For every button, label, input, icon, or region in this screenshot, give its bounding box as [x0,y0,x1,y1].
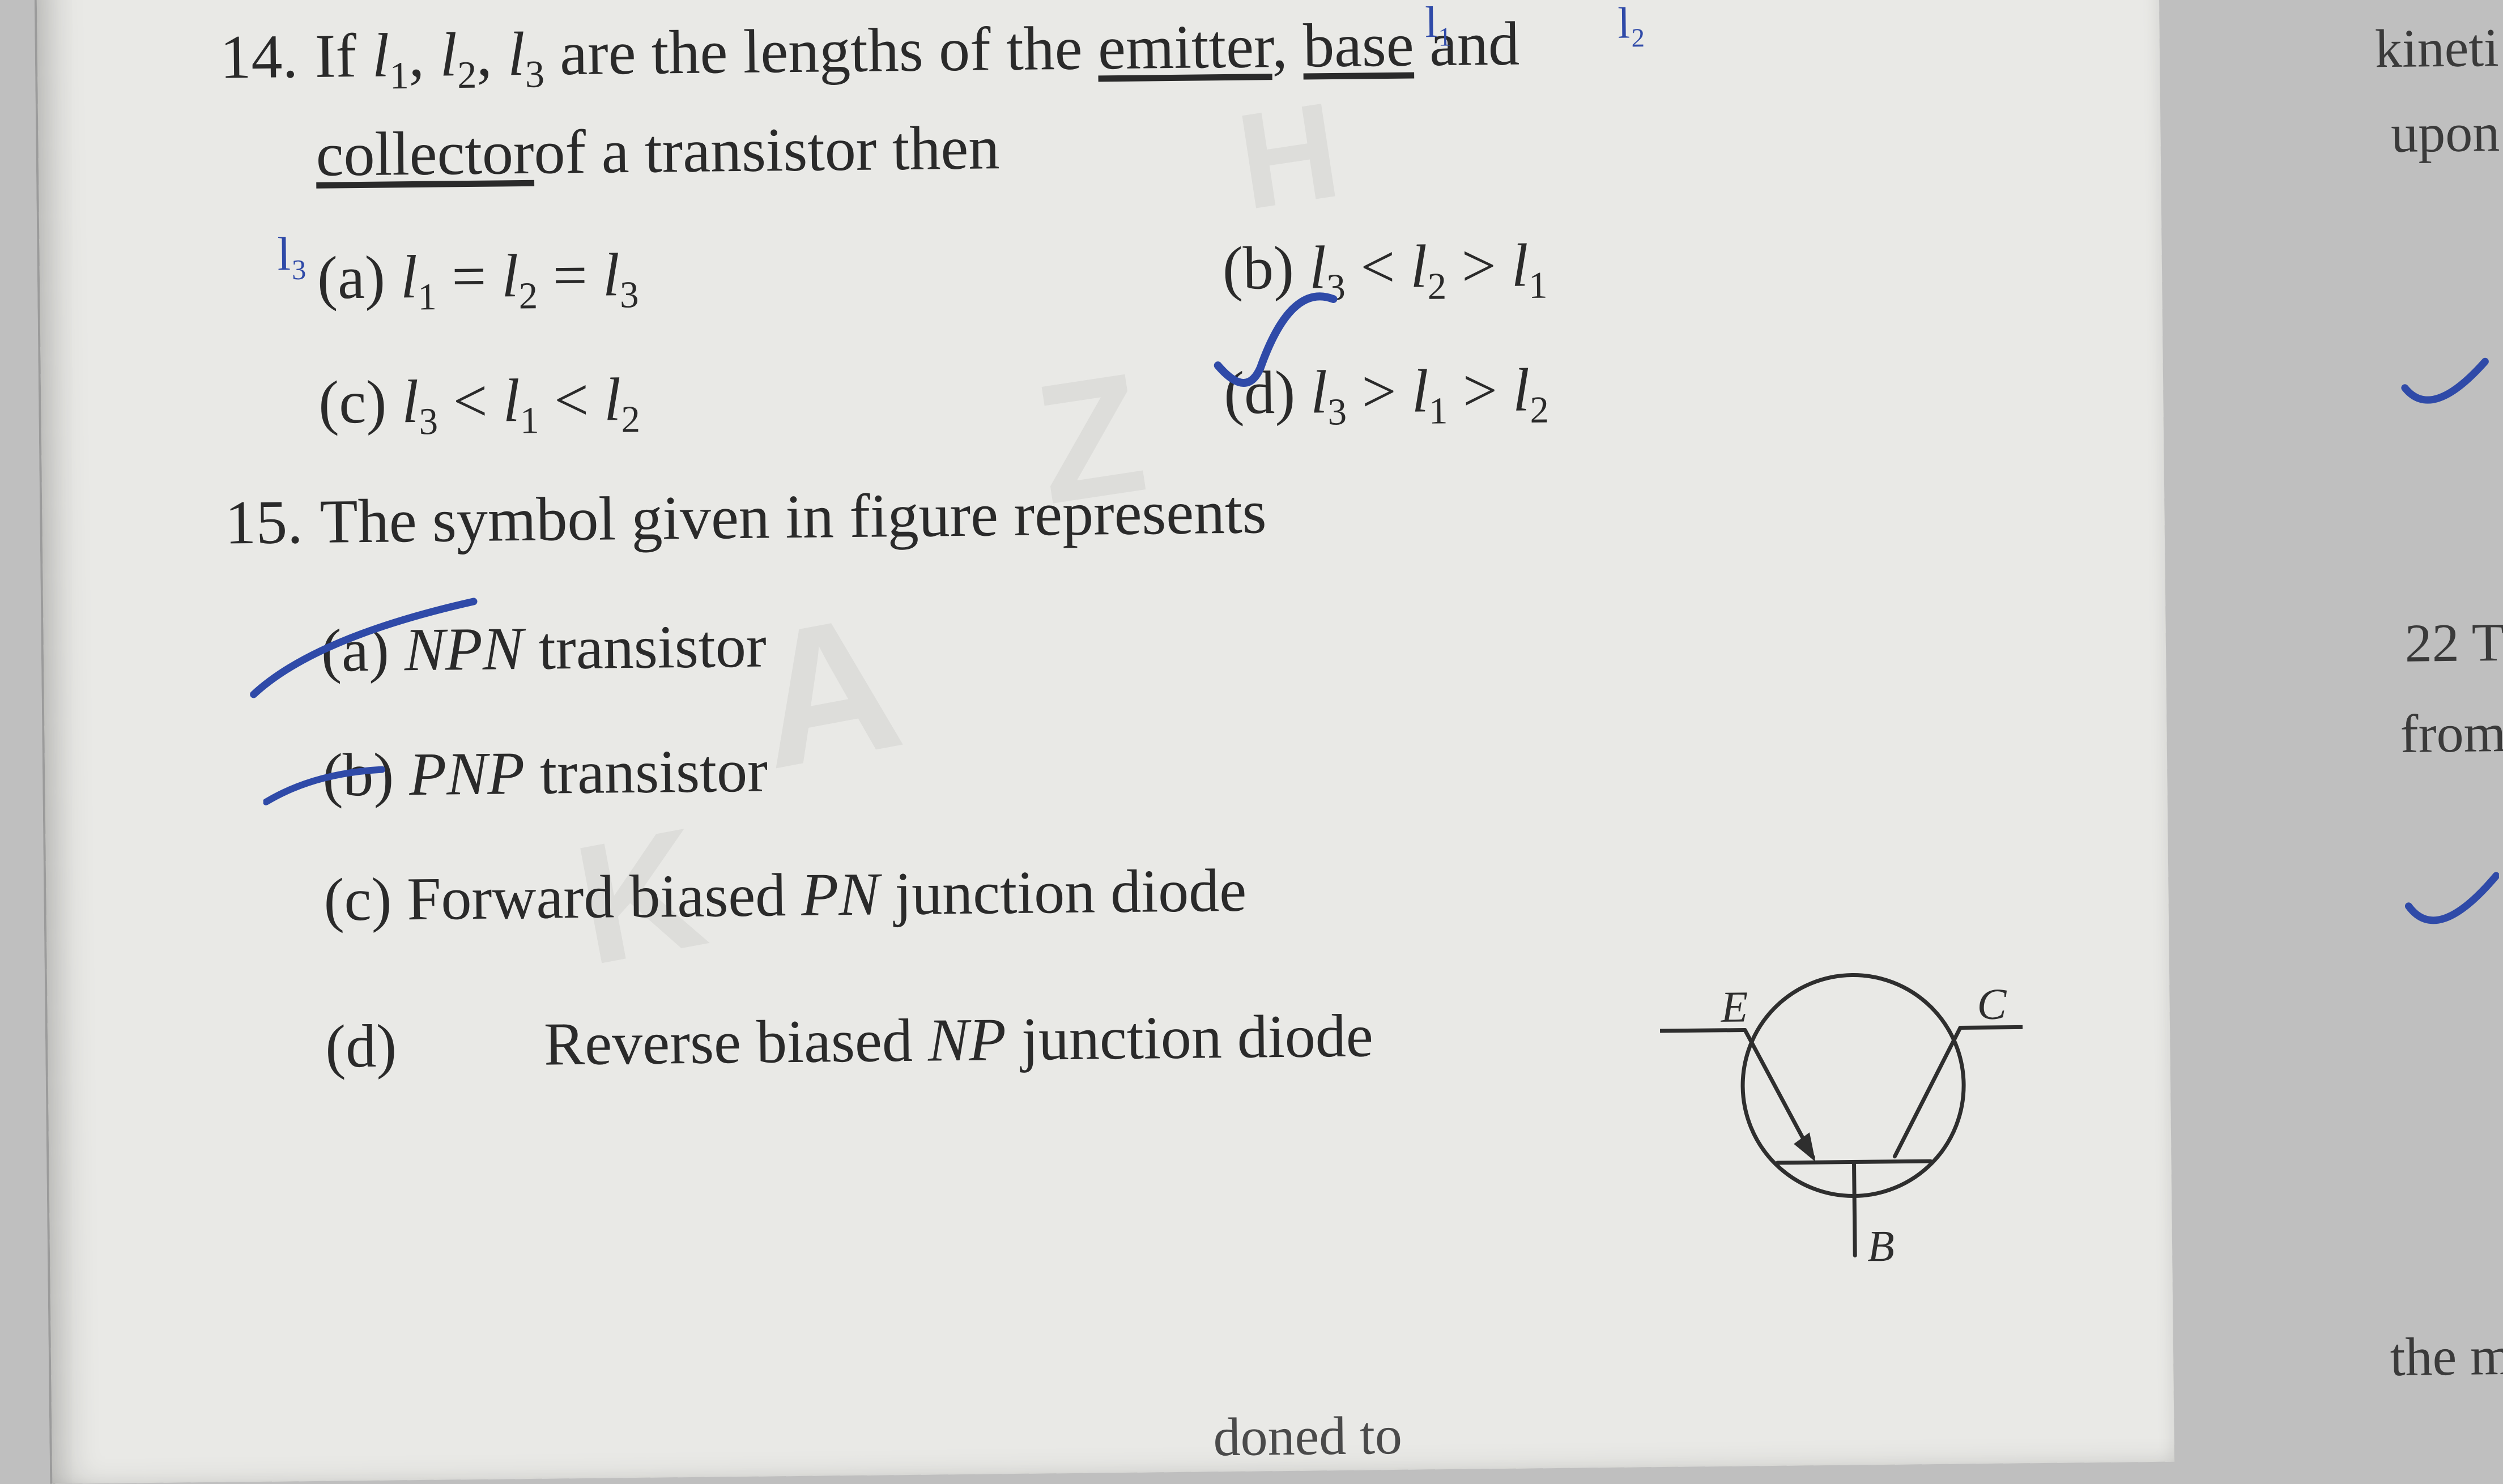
t: l [372,20,390,89]
q14-option-d: (d) l3 > l1 > l2 [1224,347,2130,436]
q14-option-a: (a) l1 = l2 = l3 [317,232,1223,321]
opt-letter: (c) [323,865,407,934]
opt-letter: (a) [317,244,401,313]
word-base: base [1302,10,1414,80]
margin-word: 22 T [2404,611,2503,675]
t: l [507,19,525,88]
t: junction diode [879,856,1247,928]
fig-label-e: E [1720,982,1748,1031]
t: 2 [457,53,477,96]
transistor-symbol-svg: E C B [1659,936,2025,1274]
q14-option-b: (b) l3 < l2 > l1 [1222,223,2128,312]
q14-options-row-2: (c) l3 < l1 < l2 (d) l3 > l1 > l2 [177,347,2130,447]
t: transistor [538,613,767,683]
t: 3 [525,52,544,95]
t: l [440,20,458,89]
q15-number: 15. [178,480,321,565]
exam-paper: H Z A K l₁ l₂ l₃ 14. If l1, l2, l3 are t… [34,0,2174,1484]
margin-word: kineti [2374,16,2499,80]
t: of a transistor then [534,105,1000,194]
q15-stem-text: The symbol given in figure represents [320,460,2131,564]
t: Forward biased [407,862,802,933]
q15-figure-transistor: E C B [1659,936,2025,1274]
t: , [1271,11,1303,81]
opt-letter: (a) [321,617,405,685]
q15-stem: 15. The symbol given in figure represent… [178,460,2131,565]
cropped-text-bottom: doned to [1213,1404,1402,1468]
t: If [314,21,372,91]
opt-letter: (c) [318,368,402,437]
pen-tick-margin-1 [2400,356,2491,425]
opt-letter: (b) [1222,234,1309,303]
q15-option-b: (b) PNP transistor [322,720,2134,812]
question-14: 14. If l1, l2, l3 are the lengths of the… [173,0,2130,447]
q14-number: 14. [173,14,316,100]
q14-stem-text: If l1, l2, l3 are the lengths of the emi… [314,0,2126,103]
fig-label-c: C [1977,979,2007,1029]
opt-letter: (b) [322,741,410,809]
pen-tick-margin-2 [2403,871,2500,952]
fig-label-b: B [1867,1221,1895,1270]
t: junction diode [1006,1003,1373,1074]
opt-letter: (d) [1224,359,1311,428]
t: 1 [389,54,409,97]
margin-word: the m [2390,1324,2503,1388]
word-collector: collector [316,110,534,197]
q14-stem-line2: collector of a transistor then [174,93,2127,198]
margin-word: from [2400,701,2503,765]
right-margin-cropped-text: kineti upon 22 T from the m [2283,16,2498,18]
t: transistor [539,737,768,807]
q15-option-a: (a) NPN transistor [321,596,2132,688]
margin-word: upon [2391,101,2500,165]
q15-option-c: (c) Forward biased PN junction diode [323,845,2135,937]
t: Reverse biased [544,1007,929,1078]
pen-note-l2: l₂ [1617,0,1646,49]
q14-options-row-1: (a) l1 = l2 = l3 (b) l3 < l2 > l1 [175,223,2128,323]
t: are the lengths of the [544,13,1099,88]
q14-option-c: (c) l3 < l1 < l2 [318,357,1224,445]
pen-note-l1: l₁ [1425,0,1453,48]
q14-stem-line1: 14. If l1, l2, l3 are the lengths of the… [173,0,2126,104]
opt-letter: (d) [325,1013,397,1081]
word-emitter: emitter [1097,11,1272,82]
pen-note-l3: l₃ [277,227,308,282]
